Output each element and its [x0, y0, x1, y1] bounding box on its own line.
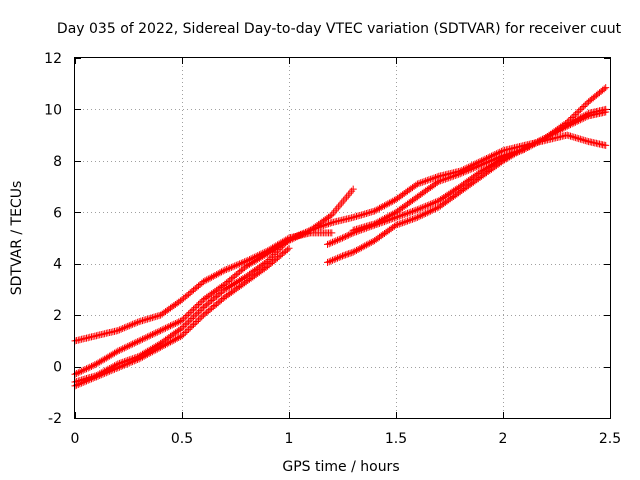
data-point-markers — [349, 105, 610, 234]
x-axis-title: GPS time / hours — [282, 459, 399, 475]
data-point-markers — [71, 229, 336, 345]
x-tick-label: 2 — [499, 431, 508, 447]
y-tick-label: 8 — [53, 154, 62, 170]
chart-title: Day 035 of 2022, Sidereal Day-to-day VTE… — [57, 21, 622, 37]
x-tick-label: 1.5 — [385, 431, 407, 447]
y-tick-label: 4 — [53, 257, 62, 273]
y-tick-label: 12 — [44, 51, 62, 67]
grid — [75, 58, 610, 418]
x-tick-labels: 0 0.5 1 1.5 2 2.5 — [71, 431, 622, 447]
series-satellite-g — [349, 105, 610, 234]
data-markers — [71, 84, 610, 390]
series-satellite-b — [71, 185, 357, 378]
x-tick-label: 0.5 — [171, 431, 193, 447]
x-tick-label: 2.5 — [599, 431, 621, 447]
y-tick-label: -2 — [48, 411, 62, 427]
y-tick-label: 6 — [53, 205, 62, 221]
data-point-markers — [71, 185, 357, 378]
series-satellite-f — [324, 84, 610, 266]
y-tick-label: 2 — [53, 308, 62, 324]
y-tick-label: 10 — [44, 102, 62, 118]
y-axis-title: SDTVAR / TECUs — [9, 181, 25, 296]
y-tick-label: 0 — [53, 360, 62, 376]
data-point-markers — [324, 84, 610, 266]
series-satellite-a — [71, 229, 336, 345]
y-tick-labels: -2 0 2 4 6 8 10 12 — [44, 51, 62, 427]
x-tick-label: 0 — [71, 431, 80, 447]
plot-frame — [74, 57, 611, 419]
x-tick-label: 1 — [285, 431, 294, 447]
